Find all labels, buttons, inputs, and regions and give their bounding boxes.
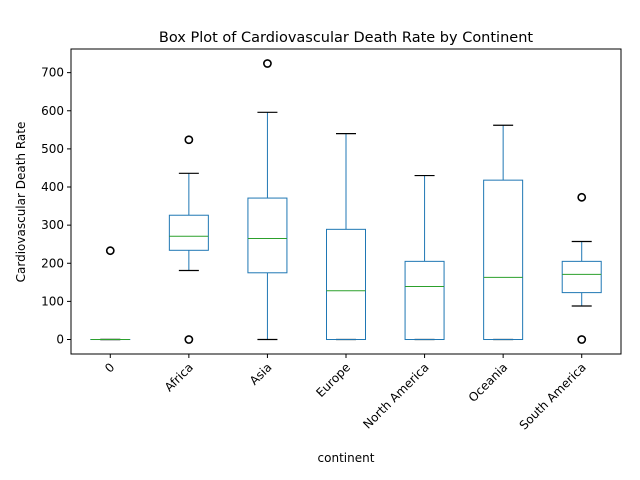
box-group xyxy=(168,135,209,344)
y-tick-label: 300 xyxy=(41,218,64,232)
outlier-point xyxy=(577,192,587,202)
y-axis-label: Cardiovascular Death Rate xyxy=(14,122,28,283)
x-axis-label: continent xyxy=(318,451,375,465)
y-tick-label: 400 xyxy=(41,180,64,194)
x-tick-label: Asia xyxy=(247,360,275,388)
y-tick-label: 100 xyxy=(41,294,64,308)
outlier-point xyxy=(105,246,115,256)
y-tick-label: 500 xyxy=(41,142,64,156)
y-tick-label: 0 xyxy=(56,333,64,347)
x-tick-label: North America xyxy=(360,360,431,431)
x-tick-label: South America xyxy=(517,360,589,432)
y-tick-label: 700 xyxy=(41,66,64,80)
y-tick-label: 600 xyxy=(41,104,64,118)
iqr-box xyxy=(168,214,209,251)
box-group xyxy=(483,124,524,341)
y-axis: 0 100 200 300 400 500 600 700 xyxy=(41,66,71,347)
iqr-box xyxy=(404,260,445,341)
iqr-box xyxy=(247,197,288,274)
box-group xyxy=(247,59,288,341)
box-group xyxy=(404,174,445,341)
y-tick-label: 200 xyxy=(41,256,64,270)
x-tick-label: Oceania xyxy=(466,360,511,405)
chart-title: Box Plot of Cardiovascular Death Rate by… xyxy=(159,30,533,46)
outlier-point xyxy=(577,335,587,344)
iqr-box xyxy=(326,228,366,341)
iqr-box xyxy=(483,179,524,341)
outlier-point xyxy=(184,335,194,344)
plot-frame xyxy=(70,48,622,355)
x-tick-label: Europe xyxy=(313,360,353,400)
plot-area xyxy=(90,59,602,344)
x-tick-label: 0 xyxy=(102,360,117,375)
box-group xyxy=(326,133,366,341)
box-group xyxy=(561,192,602,344)
x-axis: 0 Africa Asia Europe North America Oceania Sou… xyxy=(102,354,589,432)
x-tick-label: Africa xyxy=(162,360,196,394)
outlier-point xyxy=(263,59,272,68)
outlier-point xyxy=(184,135,194,145)
box-group xyxy=(90,246,131,341)
iqr-box xyxy=(561,260,602,294)
